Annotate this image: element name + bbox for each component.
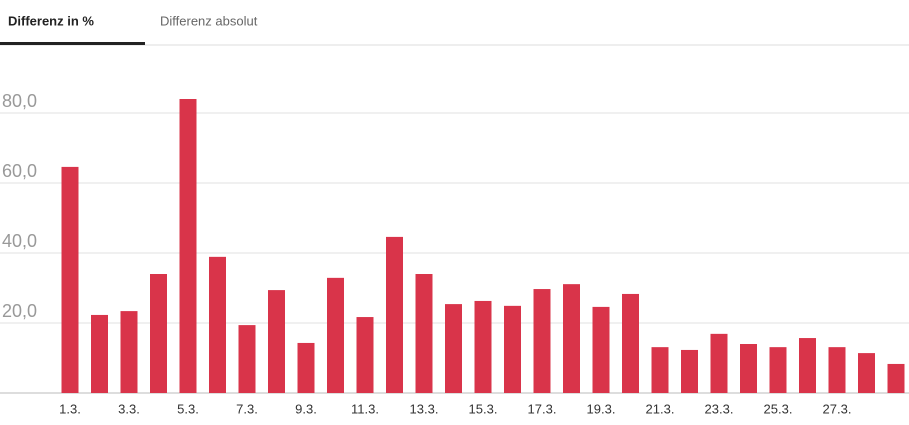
bar [238, 325, 256, 393]
y-tick-label: 80,0 [2, 91, 37, 111]
x-tick-label: 11.3. [351, 401, 379, 416]
bar [415, 274, 433, 393]
x-tick-label: 5.3. [177, 401, 199, 416]
bar [91, 314, 108, 393]
bar [858, 353, 875, 393]
bar [61, 166, 79, 393]
bar [386, 236, 403, 393]
bar [828, 347, 846, 393]
bar [592, 306, 610, 393]
bar [504, 305, 521, 393]
bar [710, 333, 728, 393]
x-tick-label: 27.3. [823, 401, 852, 416]
tab-underline [0, 42, 145, 45]
bar [563, 284, 580, 393]
x-tick-label: 25.3. [764, 401, 793, 416]
x-tick-label: 23.3. [705, 401, 734, 416]
bar [209, 256, 226, 393]
x-tick-label: 17.3. [528, 401, 557, 416]
x-tick-label: 3.3. [118, 401, 140, 416]
bar [681, 349, 698, 393]
bar [327, 277, 344, 393]
tab[interactable]: Differenz in % [8, 13, 94, 28]
x-tick-label: 19.3. [587, 401, 616, 416]
x-tick-label: 1.3. [59, 401, 81, 416]
bar [297, 342, 315, 393]
bar [887, 363, 905, 393]
bar [445, 304, 462, 393]
bar [474, 300, 492, 393]
bar [179, 99, 197, 393]
x-tick-label: 7.3. [236, 401, 258, 416]
bar [150, 274, 167, 393]
y-tick-label: 20,0 [2, 301, 37, 321]
x-tick-label: 13.3. [410, 401, 439, 416]
bar [268, 290, 285, 393]
bar [740, 344, 757, 393]
bar [356, 317, 374, 393]
tab[interactable]: Differenz absolut [160, 13, 258, 28]
y-tick-label: 40,0 [2, 231, 37, 251]
bar [651, 347, 669, 393]
bar [799, 338, 816, 393]
x-tick-label: 21.3. [646, 401, 675, 416]
x-tick-label: 15.3. [469, 401, 498, 416]
x-tick-label: 9.3. [295, 401, 317, 416]
bar [769, 347, 787, 393]
y-tick-label: 60,0 [2, 161, 37, 181]
bar [533, 289, 551, 393]
bar [622, 293, 639, 393]
bar [120, 311, 138, 393]
